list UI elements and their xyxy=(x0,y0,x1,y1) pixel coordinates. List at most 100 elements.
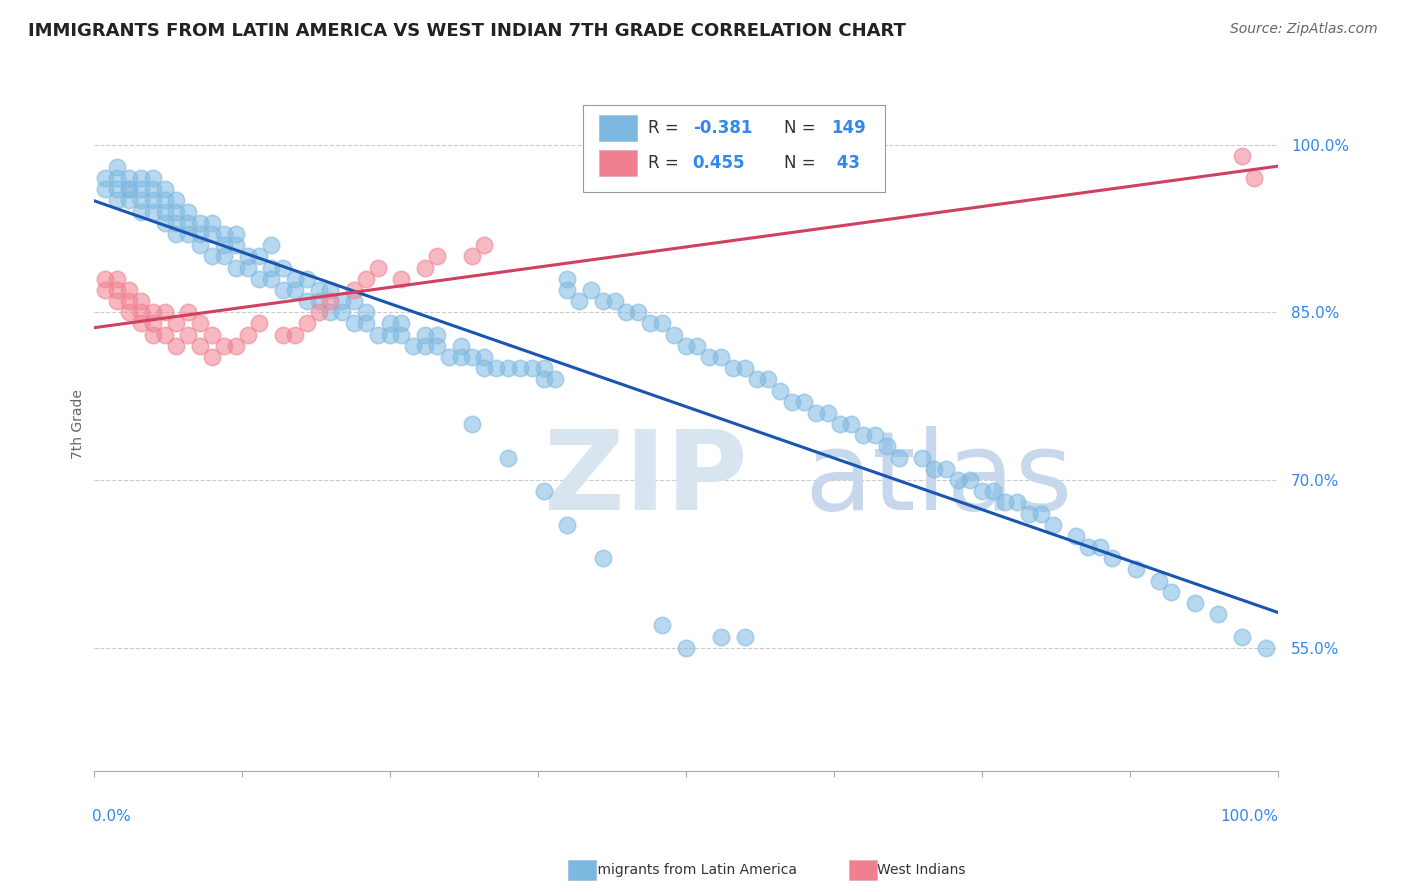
Point xyxy=(105,294,128,309)
Point xyxy=(118,283,141,297)
Point xyxy=(236,327,259,342)
Point xyxy=(1208,607,1230,622)
Point xyxy=(271,260,294,275)
Text: ZIP: ZIP xyxy=(544,426,747,533)
Point xyxy=(758,372,780,386)
Point xyxy=(247,249,270,263)
Point xyxy=(94,283,117,297)
Point xyxy=(472,350,495,364)
Point xyxy=(734,630,756,644)
Point xyxy=(212,339,235,353)
Point xyxy=(1243,171,1265,186)
Text: -0.381: -0.381 xyxy=(693,119,752,137)
Point xyxy=(319,305,342,319)
Point xyxy=(129,294,152,309)
Point xyxy=(533,484,555,499)
Point xyxy=(461,350,484,364)
Point xyxy=(177,204,200,219)
Point xyxy=(129,194,152,208)
Point xyxy=(533,372,555,386)
Point xyxy=(391,317,413,331)
Point xyxy=(780,394,803,409)
Point xyxy=(367,327,389,342)
Point xyxy=(129,171,152,186)
Text: R =: R = xyxy=(648,153,683,172)
Point xyxy=(603,294,626,309)
Point xyxy=(1005,495,1028,509)
Point xyxy=(142,305,165,319)
Point xyxy=(105,194,128,208)
Point xyxy=(1230,149,1253,163)
Point xyxy=(1184,596,1206,610)
Point xyxy=(308,294,330,309)
Point xyxy=(118,182,141,196)
Point xyxy=(946,473,969,487)
Point xyxy=(142,171,165,186)
Point xyxy=(319,294,342,309)
Point xyxy=(225,260,247,275)
Point xyxy=(841,417,863,431)
Point xyxy=(509,361,531,376)
Point xyxy=(828,417,851,431)
Point xyxy=(852,428,875,442)
FancyBboxPatch shape xyxy=(599,115,637,141)
Point xyxy=(153,194,176,208)
Point xyxy=(225,238,247,252)
Point xyxy=(166,216,188,230)
Point xyxy=(592,551,614,566)
Point xyxy=(308,283,330,297)
Point xyxy=(343,317,366,331)
Point xyxy=(1101,551,1123,566)
Y-axis label: 7th Grade: 7th Grade xyxy=(72,389,86,459)
Point xyxy=(426,339,449,353)
Point xyxy=(118,182,141,196)
Point xyxy=(94,271,117,285)
Point xyxy=(166,227,188,241)
Point xyxy=(911,450,934,465)
Text: 43: 43 xyxy=(831,153,860,172)
Point xyxy=(651,618,673,632)
Point xyxy=(142,194,165,208)
Point xyxy=(212,227,235,241)
Point xyxy=(1029,507,1052,521)
Point xyxy=(236,249,259,263)
Point xyxy=(166,194,188,208)
Point xyxy=(472,238,495,252)
Point xyxy=(922,462,945,476)
Point xyxy=(533,361,555,376)
Point xyxy=(391,271,413,285)
Point xyxy=(105,171,128,186)
Point xyxy=(188,227,211,241)
Point xyxy=(1018,507,1040,521)
Point xyxy=(129,182,152,196)
Point xyxy=(330,305,353,319)
Text: 100.0%: 100.0% xyxy=(1220,809,1279,824)
Point xyxy=(177,305,200,319)
Point xyxy=(118,305,141,319)
Point xyxy=(378,327,401,342)
Point xyxy=(1042,517,1064,532)
Point xyxy=(1254,640,1277,655)
Text: R =: R = xyxy=(648,119,683,137)
Point xyxy=(188,317,211,331)
FancyBboxPatch shape xyxy=(582,105,884,192)
Point xyxy=(544,372,567,386)
Point xyxy=(247,271,270,285)
Point xyxy=(675,339,697,353)
Point xyxy=(638,317,661,331)
Point xyxy=(212,238,235,252)
Point xyxy=(378,317,401,331)
Point xyxy=(105,182,128,196)
Text: N =: N = xyxy=(785,153,821,172)
Point xyxy=(994,495,1017,509)
Point xyxy=(686,339,709,353)
Point xyxy=(295,294,318,309)
Point xyxy=(496,361,519,376)
Point xyxy=(343,283,366,297)
Point xyxy=(1077,540,1099,554)
Point xyxy=(354,305,377,319)
Text: 0.455: 0.455 xyxy=(693,153,745,172)
Point xyxy=(710,350,733,364)
Point xyxy=(260,271,283,285)
Point xyxy=(817,406,839,420)
